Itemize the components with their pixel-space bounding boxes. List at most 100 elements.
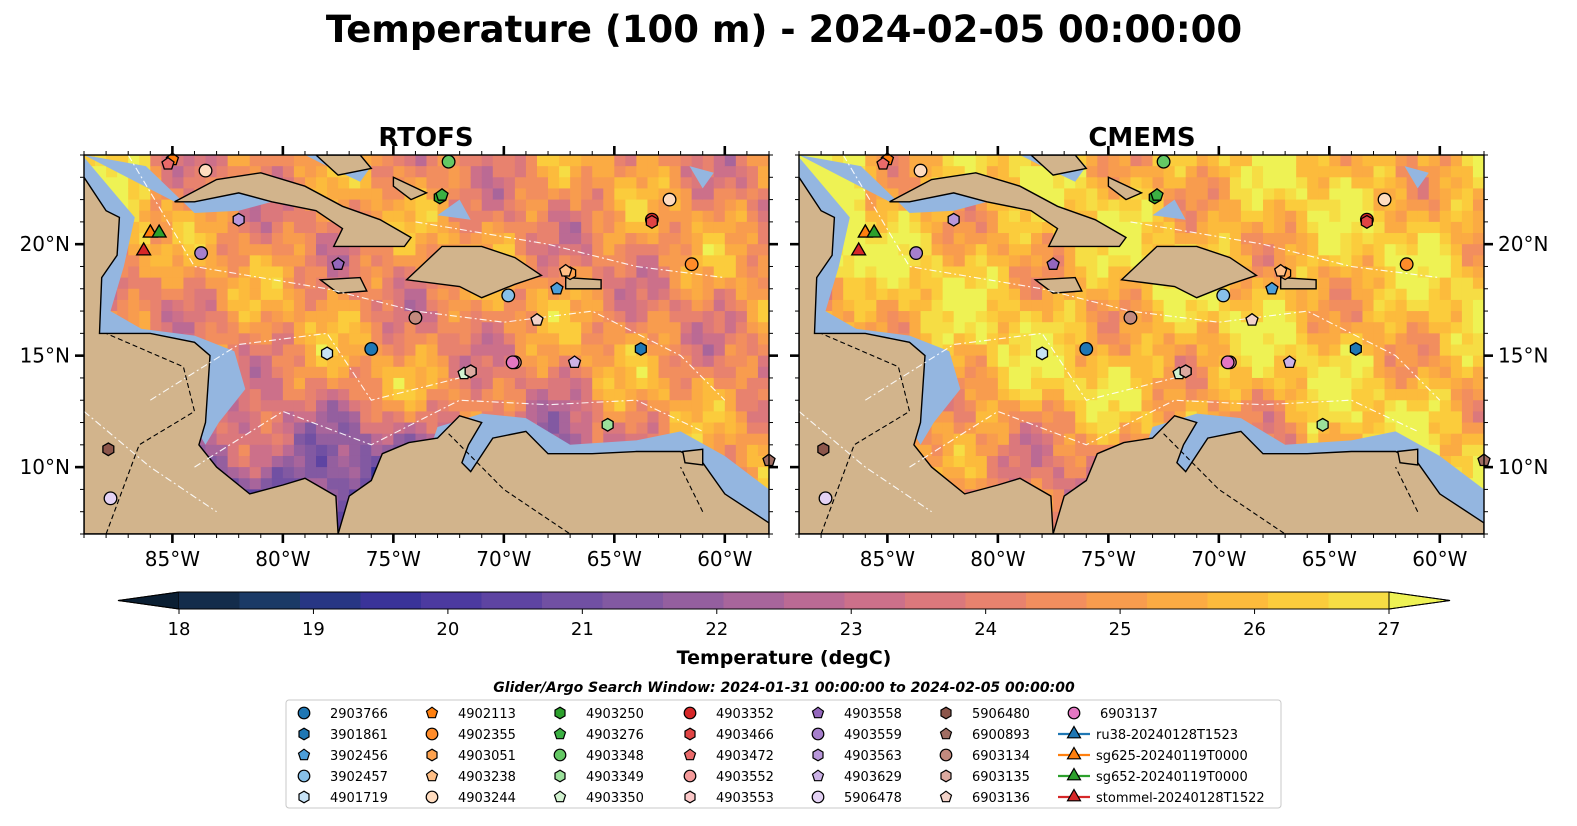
x-tick-label: 60°W — [1412, 547, 1467, 571]
marker-3902456[interactable] — [550, 281, 564, 295]
legend-item: 4903563 — [812, 748, 902, 764]
marker-4903472[interactable] — [876, 156, 890, 170]
marker-3901861[interactable] — [1349, 341, 1362, 357]
svg-text:sg625-20240119T0000: sg625-20240119T0000 — [1096, 749, 1248, 764]
legend-item: 6903134 — [939, 748, 1030, 764]
marker-4903348[interactable] — [441, 154, 456, 169]
marker-6903135[interactable] — [464, 364, 477, 379]
marker-4903238[interactable] — [558, 263, 573, 277]
svg-text:4903466: 4903466 — [716, 728, 774, 743]
legend-item: 4903238 — [425, 769, 516, 785]
marker-4903559[interactable] — [194, 246, 209, 261]
marker-sg652-20240119T0000[interactable] — [151, 223, 168, 238]
marker-4903559[interactable] — [909, 246, 924, 261]
legend-item: 4903552 — [683, 769, 774, 785]
marker-4903244[interactable] — [913, 163, 928, 178]
legend-item: 4903051 — [426, 748, 516, 764]
marker-4903348[interactable] — [1156, 154, 1171, 169]
marker-4901719[interactable] — [1035, 346, 1049, 361]
marker-4903563[interactable] — [947, 212, 960, 227]
marker-6903137[interactable] — [505, 355, 520, 370]
marker-5906480[interactable] — [102, 442, 115, 457]
marker-stommel-20240128T1522[interactable] — [850, 241, 867, 256]
legend-item: 4903350 — [553, 790, 644, 806]
marker-6903137[interactable] — [1220, 355, 1235, 370]
marker-3902456[interactable] — [1265, 281, 1279, 295]
marker-6903135[interactable] — [1179, 364, 1192, 379]
legend-item: 6903136 — [939, 790, 1030, 806]
svg-text:5906480: 5906480 — [972, 707, 1030, 722]
map-cmems[interactable]: 85°W 80°W 75°W 70°W 65°W 60°W 20°N 15°N 10°N — [790, 146, 1548, 571]
marker-4903563[interactable] — [232, 212, 245, 227]
svg-text:3902456: 3902456 — [330, 749, 388, 764]
marker-2903766[interactable] — [1079, 342, 1094, 356]
svg-text:4903629: 4903629 — [844, 770, 902, 785]
marker-5906480[interactable] — [817, 442, 830, 457]
y-tick-label: 20°N — [20, 232, 70, 256]
marker-4903472[interactable] — [161, 156, 175, 170]
legend-item: 4903466 — [684, 727, 774, 743]
marker-4903244[interactable] — [198, 163, 213, 178]
panel-title: CMEMS — [1088, 123, 1195, 153]
svg-text:6903135: 6903135 — [972, 770, 1030, 785]
svg-text:4903558: 4903558 — [844, 707, 902, 722]
marker-4903349[interactable] — [1316, 417, 1329, 432]
marker-3902457[interactable] — [501, 288, 516, 303]
marker-4903629[interactable] — [1282, 355, 1297, 369]
svg-text:ru38-20240128T1523: ru38-20240128T1523 — [1096, 728, 1238, 743]
marker-5906478[interactable] — [103, 491, 118, 506]
marker-2903766[interactable] — [364, 342, 379, 356]
marker-4903238[interactable] — [1273, 263, 1288, 277]
legend-item: 4903629 — [811, 769, 902, 785]
legend-item: 4903553 — [684, 790, 774, 806]
legend-item: 2903766 — [297, 706, 388, 722]
svg-text:4903238: 4903238 — [458, 770, 516, 785]
legend: 2903766 3901861 3902456 3902457 4901719 49021… — [297, 706, 1265, 806]
colorbar-tick-label: 26 — [1243, 619, 1266, 640]
marker-3902457[interactable] — [1216, 288, 1231, 303]
marker-4903558[interactable] — [1046, 257, 1060, 270]
marker-4903244[interactable] — [1377, 192, 1392, 207]
legend-item: 6903137 — [1067, 706, 1158, 722]
marker-4903629[interactable] — [567, 355, 582, 369]
marker-3901861[interactable] — [634, 341, 647, 357]
marker-6903134[interactable] — [1123, 310, 1138, 325]
x-tick-label: 75°W — [366, 547, 421, 571]
marker-4903349[interactable] — [601, 417, 614, 432]
svg-text:6903136: 6903136 — [972, 791, 1030, 806]
marker-5906478[interactable] — [818, 491, 833, 506]
svg-text:6903137: 6903137 — [1100, 707, 1158, 722]
svg-text:4902113: 4902113 — [458, 707, 516, 722]
marker-6903136[interactable] — [530, 312, 544, 326]
x-tick-label: 85°W — [860, 547, 915, 571]
marker-4903466[interactable] — [645, 214, 658, 229]
marker-4902355[interactable] — [1399, 257, 1414, 272]
x-tick-label: 75°W — [1081, 547, 1136, 571]
svg-text:4902355: 4902355 — [458, 728, 516, 743]
svg-text:stommel-20240128T1522: stommel-20240128T1522 — [1096, 791, 1265, 806]
marker-4901719[interactable] — [320, 346, 334, 361]
marker-4903276[interactable] — [435, 187, 449, 201]
svg-text:3901861: 3901861 — [330, 728, 388, 743]
legend-item: 6903135 — [940, 769, 1030, 785]
legend-frame — [285, 699, 1282, 809]
marker-4903466[interactable] — [1360, 214, 1373, 229]
legend-item: 4902355 — [425, 727, 516, 743]
colorbar-tick-label: 21 — [571, 619, 594, 640]
marker-6903134[interactable] — [408, 310, 423, 325]
svg-text:4903563: 4903563 — [844, 749, 902, 764]
marker-4903558[interactable] — [331, 257, 345, 270]
marker-sg652-20240119T0000[interactable] — [866, 223, 883, 238]
marker-stommel-20240128T1522[interactable] — [135, 241, 152, 256]
colorbar-tick-label: 22 — [705, 619, 728, 640]
x-tick-label: 65°W — [1302, 547, 1357, 571]
marker-4902355[interactable] — [684, 257, 699, 272]
svg-text:6900893: 6900893 — [972, 728, 1030, 743]
legend-item: 4903352 — [683, 706, 774, 722]
marker-6903136[interactable] — [1245, 312, 1259, 326]
svg-text:4903472: 4903472 — [716, 749, 774, 764]
colorbar-tick-label: 27 — [1378, 619, 1401, 640]
marker-4903276[interactable] — [1150, 187, 1164, 201]
marker-4903244[interactable] — [662, 192, 677, 207]
map-rtofs[interactable]: 85°W 80°W 75°W 70°W 65°W 60°W 20°N 15°N 10°N — [20, 146, 778, 571]
